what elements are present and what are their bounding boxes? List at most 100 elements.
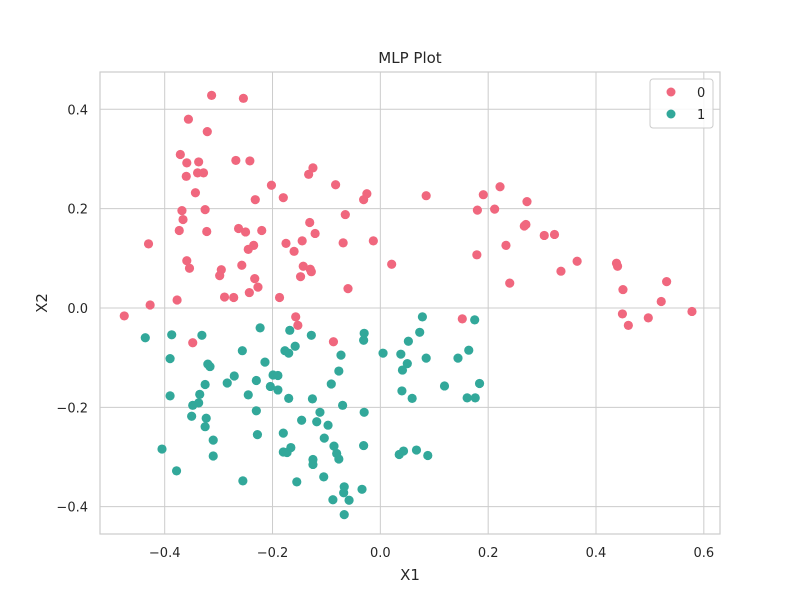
point-series-1 <box>208 451 218 461</box>
point-series-1 <box>265 381 275 392</box>
point-series-0 <box>250 274 260 284</box>
legend-marker-0 <box>666 87 676 97</box>
point-series-1 <box>470 393 480 403</box>
point-series-0 <box>331 180 341 190</box>
point-series-1 <box>439 381 450 391</box>
point-series-1 <box>357 484 367 494</box>
point-series-0 <box>207 90 217 100</box>
point-series-0 <box>188 338 198 348</box>
point-series-1 <box>462 393 472 403</box>
point-series-1 <box>222 378 232 388</box>
point-series-1 <box>328 495 338 505</box>
point-series-0 <box>182 158 192 168</box>
point-series-0 <box>190 188 201 198</box>
point-series-0 <box>257 225 267 236</box>
point-series-1 <box>417 312 427 322</box>
point-series-1 <box>319 433 329 443</box>
point-series-0 <box>194 157 204 167</box>
point-series-1 <box>292 477 302 487</box>
y-axis-title: X2 <box>33 293 51 313</box>
point-series-1 <box>359 328 369 338</box>
point-series-1 <box>339 510 349 520</box>
x-tick-label: 0.6 <box>693 546 714 561</box>
point-series-1 <box>205 361 215 372</box>
point-series-1 <box>315 407 325 417</box>
point-series-0 <box>181 171 191 181</box>
point-series-0 <box>200 205 210 215</box>
point-series-1 <box>195 389 205 400</box>
point-series-1 <box>323 420 333 430</box>
x-tick-label: 0.4 <box>586 546 607 561</box>
point-series-1 <box>359 440 369 451</box>
point-series-1 <box>165 354 175 364</box>
point-series-1 <box>359 407 369 417</box>
point-series-1 <box>411 445 422 455</box>
point-series-1 <box>407 393 417 403</box>
point-series-1 <box>319 472 329 482</box>
point-series-1 <box>285 325 295 335</box>
point-series-0 <box>245 156 255 166</box>
point-series-0 <box>291 312 301 322</box>
legend-label-1: 1 <box>697 108 705 123</box>
point-series-1 <box>237 346 247 356</box>
point-series-0 <box>421 191 431 201</box>
point-series-0 <box>359 195 369 205</box>
x-axis-title: X1 <box>400 566 420 584</box>
point-series-1 <box>307 394 318 404</box>
point-series-1 <box>278 428 288 438</box>
point-series-0 <box>338 238 348 248</box>
point-series-1 <box>194 398 204 408</box>
point-series-0 <box>243 244 253 254</box>
point-series-0 <box>457 314 467 324</box>
point-series-1 <box>200 379 210 390</box>
point-series-0 <box>297 236 307 246</box>
point-series-0 <box>143 239 154 249</box>
point-series-1 <box>403 336 413 346</box>
point-series-1 <box>165 391 175 401</box>
point-series-0 <box>310 228 320 239</box>
x-tick-label: 0.0 <box>370 546 391 561</box>
point-series-0 <box>233 223 244 234</box>
point-series-0 <box>472 250 482 260</box>
point-series-0 <box>472 205 482 215</box>
point-series-0 <box>289 246 299 256</box>
point-series-1 <box>415 327 425 337</box>
point-series-1 <box>243 390 253 400</box>
point-series-0 <box>490 204 500 214</box>
point-series-0 <box>387 259 397 269</box>
point-series-0 <box>172 295 182 305</box>
point-series-0 <box>343 283 353 294</box>
point-series-0 <box>274 292 285 303</box>
point-series-0 <box>231 155 241 166</box>
point-series-0 <box>295 272 306 282</box>
legend: 0 1 <box>649 78 714 129</box>
point-series-1 <box>326 379 336 389</box>
point-series-1 <box>140 333 150 343</box>
data-points <box>119 90 697 520</box>
point-series-0 <box>184 263 195 273</box>
point-series-1 <box>308 459 318 470</box>
point-series-0 <box>229 292 239 303</box>
point-series-0 <box>522 197 532 207</box>
legend-label-0: 0 <box>697 86 705 101</box>
point-series-1 <box>306 330 316 340</box>
point-series-1 <box>339 488 349 498</box>
point-series-0 <box>495 182 505 192</box>
point-series-0 <box>617 309 628 319</box>
point-series-1 <box>201 413 211 423</box>
point-series-1 <box>470 315 480 325</box>
y-tick-label: 0.2 <box>67 203 88 218</box>
point-series-0 <box>501 240 511 250</box>
point-series-1 <box>474 378 485 389</box>
tick-labels: −0.4 −0.2 0.0 0.2 0.4 0.6 −0.4 −0.2 0.0 0.2 0.4 <box>56 103 714 561</box>
point-series-0 <box>202 226 212 237</box>
point-series-0 <box>305 217 315 228</box>
point-series-0 <box>368 236 378 246</box>
point-series-1 <box>336 350 346 360</box>
point-series-0 <box>623 320 633 330</box>
point-series-1 <box>187 411 197 421</box>
point-series-1 <box>423 450 433 461</box>
x-tick-label: −0.2 <box>257 546 289 561</box>
point-series-0 <box>304 169 314 179</box>
point-series-1 <box>329 441 339 451</box>
